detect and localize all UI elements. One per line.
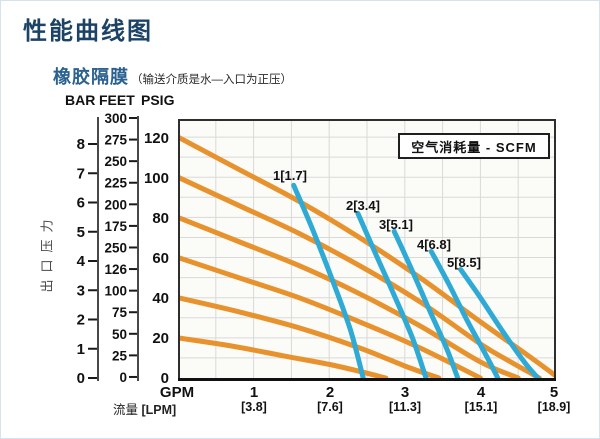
x-axis-flow-label: 流量 [LPM]: [113, 399, 176, 418]
feet-tick-label: 126: [104, 262, 127, 277]
air-consumption-curve: [391, 228, 461, 380]
unit-bar-label: BAR: [65, 92, 96, 108]
feet-tick-label: 300: [104, 111, 127, 126]
gpm-tick-label: 3: [400, 384, 410, 401]
feet-tick-label: 275: [104, 133, 127, 148]
psig-tick-label: 100: [144, 170, 169, 187]
pressure-scale-rulers: 8765432103002752502252001752501261007550…: [77, 111, 169, 387]
diaphragm-type-label: 橡胶隔膜: [53, 67, 129, 87]
unit-feet-label: FEET: [99, 92, 135, 108]
bar-tick-label: 8: [77, 136, 85, 153]
feet-tick-label: 25: [112, 348, 128, 363]
lpm-tick-label: [7.6]: [317, 400, 343, 414]
gpm-tick-label: 1: [249, 384, 259, 401]
pressure-curve: [178, 174, 542, 380]
psig-tick-label: 80: [152, 210, 169, 227]
air-consumption-curve: [428, 249, 501, 380]
bar-tick-label: 2: [77, 312, 85, 329]
bar-tick-label: 7: [77, 165, 85, 182]
air-consumption-label: 2[3.4]: [346, 198, 380, 213]
pressure-curve: [178, 295, 442, 380]
air-consumption-curve: [458, 267, 541, 380]
feet-tick-label: 75: [112, 305, 128, 320]
feet-tick-label: 225: [104, 176, 127, 191]
psig-tick-label: 0: [161, 370, 169, 387]
feet-tick-label: 250: [104, 240, 127, 255]
gpm-tick-label: 4: [476, 384, 486, 401]
gpm-tick-label: 5: [549, 384, 559, 401]
bar-tick-label: 3: [77, 282, 85, 299]
lpm-tick-label: [18.9]: [537, 400, 571, 414]
legend-label: 空气消耗量 - SCFM: [411, 139, 537, 155]
lpm-tick-label: [3.8]: [241, 400, 267, 414]
gpm-tick-label: 2: [325, 384, 335, 401]
psig-tick-label: 120: [144, 130, 169, 147]
bar-tick-label: 5: [77, 224, 85, 241]
air-consumption-label: 3[5.1]: [379, 217, 413, 232]
lpm-tick-label: [15.1]: [464, 400, 498, 414]
unit-psig-label: PSIG: [141, 92, 175, 108]
page-title: 性能曲线图: [23, 18, 153, 45]
legend-box: 空气消耗量 - SCFM: [398, 133, 550, 159]
bar-tick-label: 6: [77, 195, 85, 212]
pressure-curve: [178, 335, 389, 380]
medium-note: （输送介质是水—入口为正压）: [131, 74, 292, 86]
air-consumption-curve: [291, 182, 366, 380]
x-unit-gpm: GPM: [159, 384, 195, 401]
bar-tick-label: 1: [77, 341, 85, 358]
pressure-curve: [178, 255, 483, 380]
pressure-curve: [178, 214, 521, 380]
bar-tick-label: 4: [77, 253, 86, 270]
bar-tick-label: 0: [77, 370, 85, 387]
feet-tick-label: 0: [119, 370, 127, 385]
x-unit-lpm: [LPM]: [141, 403, 177, 417]
feet-tick-label: 100: [104, 284, 127, 299]
psig-tick-label: 40: [152, 290, 169, 307]
feet-tick-label: 50: [112, 327, 127, 342]
psig-tick-label: 20: [152, 330, 169, 347]
flow-label: 流量: [113, 403, 139, 417]
chart-subtitle: 橡胶隔膜 （输送介质是水—入口为正压）: [53, 63, 292, 89]
psig-tick-label: 60: [152, 250, 169, 267]
plot-area: [178, 119, 556, 381]
air-consumption-curve: [355, 210, 429, 380]
air-consumption-label: 4[6.8]: [417, 237, 451, 252]
feet-tick-label: 250: [104, 154, 127, 169]
air-consumption-label: 1[1.7]: [273, 168, 307, 183]
feet-tick-label: 200: [104, 197, 127, 212]
pressure-curve: [178, 134, 556, 379]
air-consumption-label: 5[8.5]: [447, 255, 481, 270]
lpm-tick-label: [11.3]: [389, 400, 421, 414]
feet-tick-label: 175: [104, 219, 127, 234]
